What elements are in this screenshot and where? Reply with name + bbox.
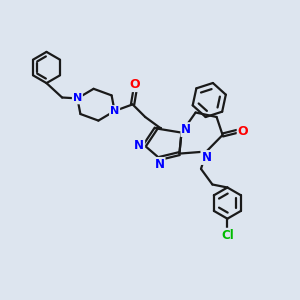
Text: O: O	[130, 78, 140, 91]
Text: N: N	[110, 106, 119, 116]
Text: N: N	[134, 139, 144, 152]
Text: N: N	[73, 93, 82, 103]
Text: N: N	[154, 158, 165, 171]
Text: N: N	[201, 151, 212, 164]
Text: N: N	[181, 123, 191, 136]
Text: Cl: Cl	[221, 229, 234, 242]
Text: O: O	[238, 125, 248, 138]
